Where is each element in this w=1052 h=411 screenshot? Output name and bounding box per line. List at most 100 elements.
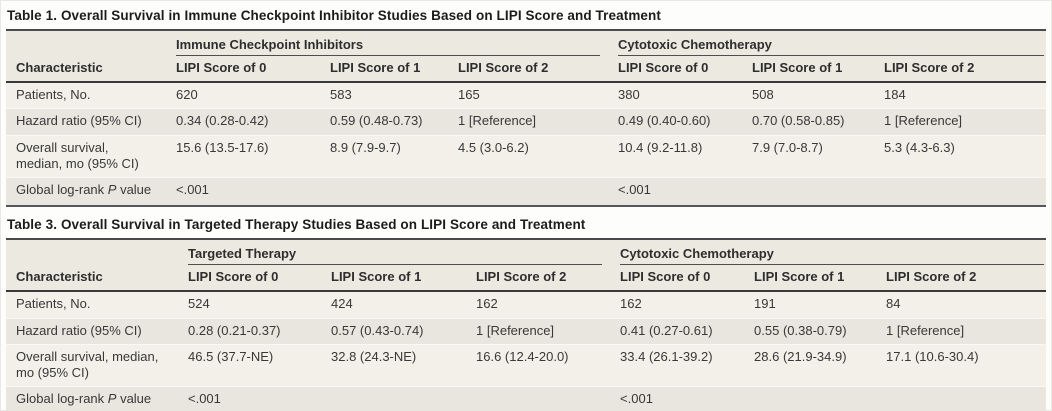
treatment-group-header: Immune Checkpoint Inhibitors (174, 30, 616, 56)
value-cell: 508 (750, 82, 882, 109)
value-cell (884, 386, 1047, 411)
value-cell (474, 386, 619, 411)
value-cell: 0.34 (0.28-0.42) (174, 108, 328, 135)
table-3-section: Table 3. Overall Survival in Targeted Th… (6, 214, 1047, 411)
table-row: Hazard ratio (95% CI) 0.34 (0.28-0.42) 0.5… (6, 108, 1046, 135)
value-cell: 162 (474, 291, 619, 318)
value-cell: 0.41 (0.27-0.61) (618, 317, 753, 345)
row-label-cell: Patients, No. (6, 291, 186, 318)
value-cell: 32.8 (24.3-NE) (329, 343, 474, 387)
value-cell: 184 (882, 82, 1046, 109)
row-label-cell: Patients, No. (6, 82, 174, 109)
value-cell: <.001 (616, 177, 750, 207)
value-cell: 5.3 (4.3-6.3) (882, 134, 1046, 178)
value-cell (750, 177, 882, 207)
row-label-cell: Overall survival, median, mo (95% CI) (6, 343, 186, 387)
treatment-group-label: Targeted Therapy (188, 246, 603, 266)
value-cell: 1 [Reference] (882, 108, 1046, 135)
value-cell: 7.9 (7.0-8.7) (750, 134, 882, 178)
value-cell: 424 (329, 291, 474, 318)
value-cell: <.001 (618, 386, 753, 411)
value-cell: 1 [Reference] (474, 317, 619, 345)
treatment-group-header: Cytotoxic Chemotherapy (618, 239, 1047, 266)
row-label-cell: Hazard ratio (95% CI) (6, 317, 186, 345)
lipi-score-column-header: LIPI Score of 0 (174, 56, 328, 83)
value-cell (329, 386, 474, 411)
value-cell: 0.55 (0.38-0.79) (752, 317, 885, 345)
table-1-section: Table 1. Overall Survival in Immune Chec… (6, 5, 1046, 208)
value-cell: 33.4 (26.1-39.2) (618, 343, 753, 387)
table-row: Patients, No. 524 424 162 162 191 84 (6, 291, 1047, 318)
value-cell: 0.70 (0.58-0.85) (750, 108, 882, 135)
group-header-row: Characteristic Targeted Therapy Cytotoxic … (6, 239, 1047, 293)
value-cell: 0.49 (0.40-0.60) (616, 108, 750, 135)
table-row: Hazard ratio (95% CI) 0.28 (0.21-0.37) 0.5… (6, 317, 1047, 345)
lipi-score-column-header: LIPI Score of 1 (328, 56, 456, 83)
value-cell (752, 386, 885, 411)
table-1-title-label: Table 1. (7, 8, 58, 23)
table-row: Patients, No. 620 583 165 380 508 184 (6, 82, 1046, 109)
treatment-group-header: Cytotoxic Chemotherapy (616, 30, 1046, 56)
value-cell: 1 [Reference] (884, 317, 1047, 345)
table-1-head: Characteristic Immune Checkpoint Inhibito… (6, 30, 1046, 83)
table-row: Overall survival, median, mo (95% CI) 15.6… (6, 134, 1046, 178)
value-cell: 16.6 (12.4-20.0) (474, 343, 619, 387)
value-cell: 46.5 (37.7-NE) (186, 343, 329, 387)
table-3-title-text: Overall Survival in Targeted Therapy Stu… (60, 217, 586, 233)
lipi-score-column-header: LIPI Score of 1 (750, 56, 882, 83)
value-cell: <.001 (186, 386, 329, 411)
lipi-score-column-header: LIPI Score of 2 (474, 265, 619, 293)
value-cell: 191 (752, 291, 885, 318)
row-label-cell: Global log-rank P value (6, 177, 174, 207)
lipi-score-column-header: LIPI Score of 1 (329, 265, 474, 293)
table-3-head: Characteristic Targeted Therapy Cytotoxic … (6, 239, 1047, 293)
lipi-score-column-header: LIPI Score of 0 (186, 265, 329, 293)
value-cell: 15.6 (13.5-17.6) (174, 134, 328, 178)
value-cell: 0.28 (0.21-0.37) (186, 317, 329, 345)
table-3: Characteristic Targeted Therapy Cytotoxic … (6, 238, 1047, 411)
treatment-group-label: Cytotoxic Chemotherapy (618, 37, 1044, 56)
value-cell: 10.4 (9.2-11.8) (616, 134, 750, 178)
value-cell: 28.6 (21.9-34.9) (752, 343, 885, 387)
lipi-score-column-header: LIPI Score of 0 (618, 265, 753, 293)
group-header-row: Characteristic Immune Checkpoint Inhibito… (6, 30, 1046, 83)
characteristic-column-header: Characteristic (6, 30, 174, 83)
value-cell: 0.59 (0.48-0.73) (328, 108, 456, 135)
value-cell: 84 (884, 291, 1047, 318)
row-label-cell: Global log-rank P value (6, 386, 186, 411)
table-row: Global log-rank P value <.001 <.001 (6, 386, 1047, 411)
column-header-row: LIPI Score of 0 LIPI Score of 1 LIPI Score… (6, 265, 1047, 293)
value-cell: 0.57 (0.43-0.74) (329, 317, 474, 345)
table-row: Overall survival, median, mo (95% CI) 46.5… (6, 343, 1047, 387)
table-3-title: Table 3. Overall Survival in Targeted Th… (6, 214, 1046, 238)
value-cell: 583 (328, 82, 456, 109)
value-cell (456, 177, 616, 207)
value-cell (882, 177, 1046, 207)
table-row: Global log-rank P value <.001 <.001 (6, 177, 1046, 207)
treatment-group-label: Immune Checkpoint Inhibitors (176, 37, 600, 56)
lipi-score-column-header: LIPI Score of 1 (752, 265, 885, 293)
table-1-title-text: Overall Survival in Immune Checkpoint In… (60, 8, 661, 23)
value-cell (328, 177, 456, 207)
table-3-body: Patients, No. 524 424 162 162 191 84 Hazard rat… (6, 291, 1047, 411)
value-cell: 524 (186, 291, 329, 318)
value-cell: 8.9 (7.9-9.7) (328, 134, 456, 178)
value-cell: 4.5 (3.0-6.2) (456, 134, 616, 178)
table-1: Characteristic Immune Checkpoint Inhibito… (6, 29, 1046, 208)
lipi-score-column-header: LIPI Score of 2 (456, 56, 616, 83)
treatment-group-header: Targeted Therapy (186, 239, 619, 266)
table-3-title-label: Table 3. (7, 217, 58, 233)
characteristic-column-header: Characteristic (6, 239, 186, 293)
treatment-group-label: Cytotoxic Chemotherapy (620, 246, 1045, 266)
lipi-score-column-header: LIPI Score of 2 (882, 56, 1046, 83)
value-cell: 162 (618, 291, 753, 318)
value-cell: 17.1 (10.6-30.4) (884, 343, 1047, 387)
row-label-cell: Hazard ratio (95% CI) (6, 108, 174, 135)
value-cell: 165 (456, 82, 616, 109)
value-cell: 620 (174, 82, 328, 109)
column-header-row: LIPI Score of 0 LIPI Score of 1 LIPI Score… (6, 56, 1046, 83)
value-cell: 1 [Reference] (456, 108, 616, 135)
table-1-title: Table 1. Overall Survival in Immune Chec… (6, 5, 1046, 29)
table-1-body: Patients, No. 620 583 165 380 508 184 Hazard ra… (6, 82, 1046, 207)
